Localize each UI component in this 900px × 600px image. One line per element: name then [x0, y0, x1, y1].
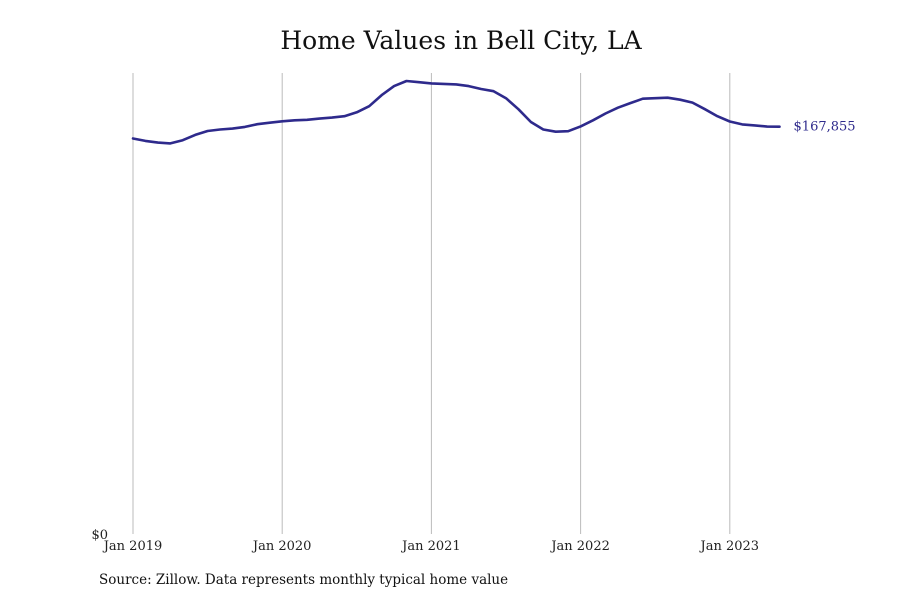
x-tick-label: Jan 2021: [400, 539, 461, 554]
chart-title: Home Values in Bell City, LA: [280, 26, 642, 55]
source-note: Source: Zillow. Data represents monthly …: [99, 572, 509, 588]
y-tick-label: $0: [91, 528, 108, 543]
x-tick-label: Jan 2023: [699, 539, 760, 554]
series-line: [131, 79, 781, 145]
x-tick-label: Jan 2019: [102, 539, 163, 554]
end-value-label: $167,855: [794, 120, 856, 135]
x-tick-label: Jan 2022: [549, 539, 610, 554]
x-tick-label: Jan 2020: [251, 539, 312, 554]
